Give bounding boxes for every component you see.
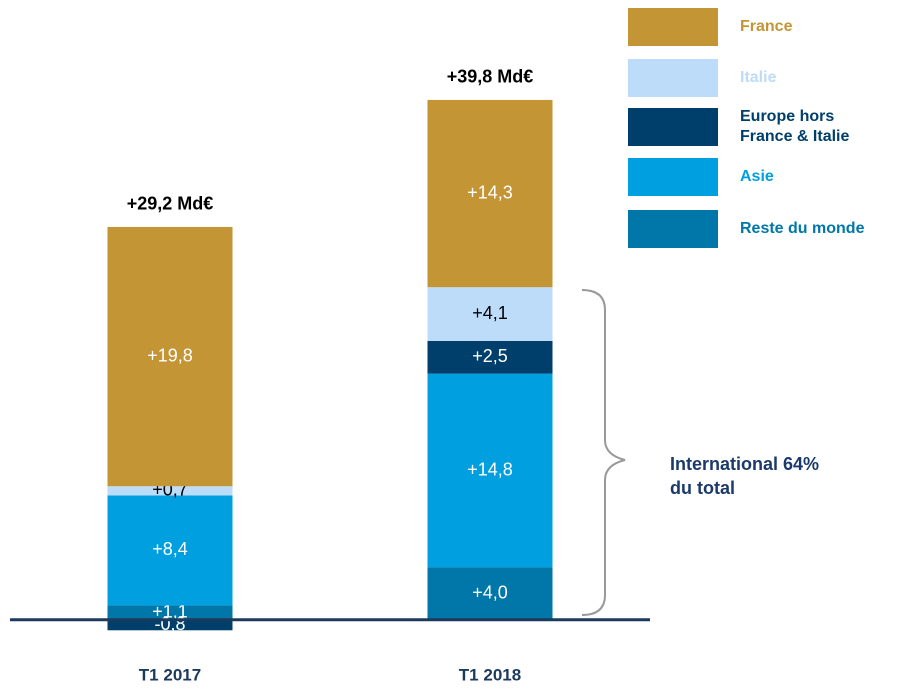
bar-segment bbox=[107, 226, 233, 487]
legend-swatch bbox=[628, 158, 718, 196]
bar-segment bbox=[427, 340, 553, 374]
total-label: +39,8 Md€ bbox=[447, 67, 534, 87]
bar-segment bbox=[107, 619, 233, 631]
bar-segment bbox=[427, 99, 553, 288]
legend-swatch bbox=[628, 8, 718, 46]
x-tick-label: T1 2017 bbox=[139, 665, 201, 684]
value-label: +8,4 bbox=[152, 539, 188, 559]
value-label: +4,1 bbox=[472, 303, 508, 323]
legend-swatch bbox=[628, 59, 718, 97]
value-label: +14,8 bbox=[467, 459, 513, 479]
legend-swatch bbox=[628, 108, 718, 146]
value-label: +14,3 bbox=[467, 182, 513, 202]
bar-segment bbox=[427, 287, 553, 341]
bar-segment bbox=[107, 605, 233, 620]
value-label: -0,8 bbox=[154, 614, 185, 634]
bar-segment bbox=[107, 495, 233, 606]
legend-label: Asie bbox=[740, 168, 774, 185]
legend-label: France bbox=[740, 18, 793, 35]
bar-segment bbox=[107, 486, 233, 496]
legend-label: Reste du monde bbox=[740, 220, 865, 237]
legend-label: Italie bbox=[740, 69, 777, 86]
value-label: +19,8 bbox=[147, 345, 193, 365]
legend-label: Europe hors France & Italie bbox=[740, 108, 850, 145]
legend-swatch bbox=[628, 210, 718, 248]
bar-segment bbox=[427, 373, 553, 568]
value-label: +4,0 bbox=[472, 582, 508, 602]
value-label: +2,5 bbox=[472, 346, 508, 366]
annotation: International 64% du total bbox=[670, 454, 820, 498]
x-tick-label: T1 2018 bbox=[459, 665, 521, 684]
total-label: +29,2 Md€ bbox=[127, 194, 214, 214]
value-label: +1,1 bbox=[152, 601, 188, 621]
brace bbox=[581, 289, 626, 616]
bar-segment bbox=[427, 567, 553, 620]
